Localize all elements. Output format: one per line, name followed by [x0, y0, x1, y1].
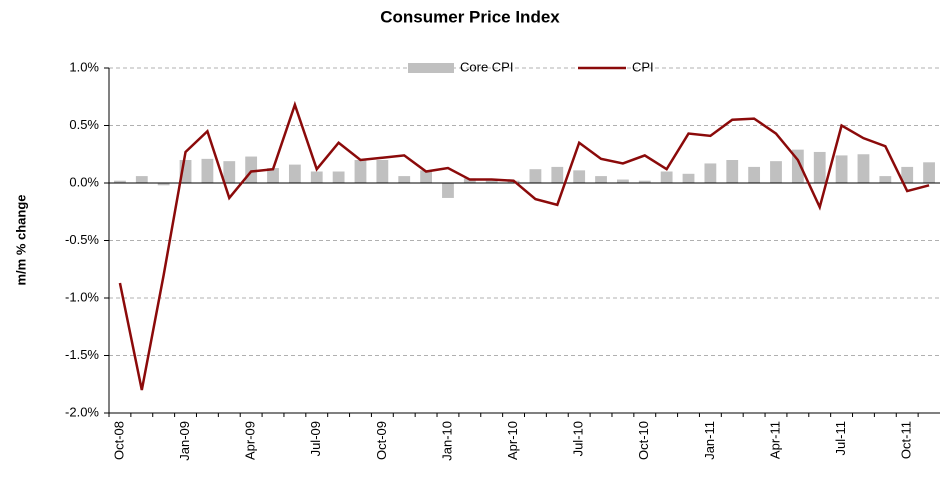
bar	[420, 170, 432, 183]
x-tick-label: Oct-11	[899, 421, 914, 459]
x-tick-label: Apr-09	[243, 421, 258, 460]
bar	[573, 170, 586, 183]
bar	[135, 176, 148, 183]
x-tick-label: Jul-11	[833, 421, 848, 455]
bar	[398, 176, 411, 183]
bar	[923, 162, 935, 183]
legend-label: Core CPI	[460, 59, 513, 74]
bar	[157, 183, 170, 186]
legend-swatch	[408, 63, 454, 73]
bar	[245, 156, 258, 183]
bar	[442, 183, 454, 198]
bar	[529, 169, 542, 183]
bar	[791, 149, 804, 183]
bar	[813, 151, 826, 183]
x-tick-label: Jan-11	[702, 421, 717, 460]
bar	[726, 160, 739, 183]
x-tick-label: Oct-10	[636, 421, 651, 460]
bar	[376, 160, 389, 183]
legend-label: CPI	[632, 59, 654, 74]
bar	[310, 171, 323, 183]
x-tick-label: Jul-09	[308, 421, 323, 456]
bar	[638, 180, 651, 183]
y-tick-label: -1.0%	[65, 289, 99, 304]
bar	[660, 171, 673, 183]
bar	[551, 166, 564, 183]
bar	[595, 176, 607, 183]
y-tick-label: 1.0%	[69, 59, 99, 74]
bar	[485, 180, 498, 183]
bar	[857, 154, 870, 183]
x-tick-label: Oct-09	[374, 421, 389, 460]
y-tick-label: -2.0%	[65, 404, 99, 419]
bar	[267, 168, 279, 183]
bar	[179, 160, 192, 183]
bar	[748, 166, 761, 183]
chart-title: Consumer Price Index	[380, 7, 560, 26]
bar	[835, 155, 848, 183]
x-tick-label: Jan-10	[439, 421, 454, 461]
bar	[114, 180, 126, 183]
bar	[354, 160, 367, 183]
bar	[201, 158, 214, 183]
bar	[704, 163, 717, 183]
bar	[332, 171, 345, 183]
x-tick-label: Jan-09	[177, 421, 192, 461]
line	[118, 100, 930, 391]
y-tick-label: -0.5%	[65, 232, 99, 247]
bar	[879, 176, 892, 183]
bar	[901, 166, 914, 183]
bar	[223, 161, 236, 183]
y-tick-label: -1.5%	[65, 347, 99, 362]
y-tick-label: 0.5%	[69, 117, 99, 132]
bar	[770, 161, 782, 183]
x-tick-label: Oct-08	[111, 421, 126, 460]
x-tick-label: Jul-10	[571, 421, 586, 456]
bar	[617, 179, 629, 183]
bar	[288, 164, 301, 183]
x-tick-label: Apr-11	[767, 421, 782, 459]
y-axis-title: m/m % change	[13, 194, 28, 285]
bar	[682, 173, 695, 183]
x-tick-label: Apr-10	[505, 421, 520, 460]
y-tick-label: 0.0%	[69, 174, 99, 189]
